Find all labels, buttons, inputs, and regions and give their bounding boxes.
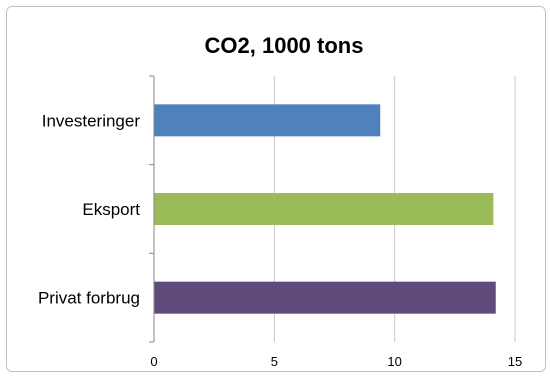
axes [149, 75, 155, 343]
category-label: Privat forbrug [38, 289, 140, 308]
bar [154, 281, 496, 314]
category-label: Eksport [82, 200, 140, 219]
bars [154, 104, 496, 314]
bar [154, 104, 381, 137]
x-tick-label: 10 [387, 354, 401, 369]
x-tick-label: 5 [271, 354, 278, 369]
chart-title: CO2, 1000 tons [205, 33, 364, 58]
bar [154, 193, 494, 225]
category-label: Investeringer [42, 111, 141, 130]
labels: 0 5 10 15 Investeringer Eksport Privat forbrug [38, 111, 522, 369]
x-tick-label: 0 [150, 354, 157, 369]
x-tick-label: 15 [508, 354, 522, 369]
